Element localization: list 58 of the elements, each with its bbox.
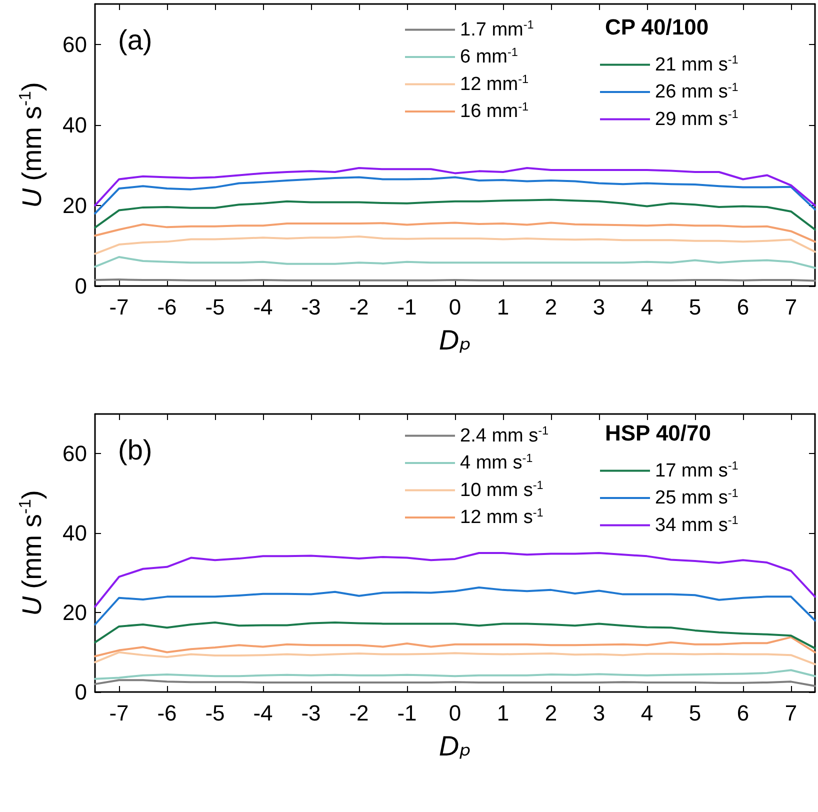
x-tick-label: -3 — [301, 700, 321, 726]
y-tick-label: 0 — [74, 680, 87, 704]
x-tick-label: -3 — [301, 294, 321, 320]
x-tick-label: 2 — [544, 700, 558, 726]
x-tick-label: 1 — [496, 700, 510, 726]
line-series — [94, 235, 816, 255]
line-series — [94, 586, 816, 626]
x-tick-label: -6 — [157, 294, 177, 320]
legend-title: CP 40/100 — [605, 14, 709, 40]
x-tick-label: 4 — [640, 294, 654, 320]
x-tick-label: 6 — [736, 700, 750, 726]
legend-title: HSP 40/70 — [605, 420, 712, 446]
y-tick-label: 60 — [62, 32, 87, 57]
x-tick-label: 4 — [640, 700, 654, 726]
line-series — [94, 622, 816, 650]
x-tick-label: -7 — [109, 294, 129, 320]
x-tick-label: 5 — [688, 294, 702, 320]
annotation: (b) — [118, 434, 152, 466]
line-series — [94, 198, 816, 231]
x-tick-label: 7 — [784, 700, 798, 726]
x-tick-label: -1 — [397, 294, 417, 320]
x-tick-label: -5 — [205, 700, 225, 726]
y-tick-label: 20 — [62, 192, 87, 218]
line-series — [94, 651, 816, 666]
annotation: (a) — [118, 24, 152, 56]
x-tick-label: -2 — [349, 294, 369, 320]
line-series — [94, 552, 816, 608]
y-tick-label: 60 — [62, 441, 87, 466]
y-tick-label: 40 — [62, 520, 87, 546]
y-tick-label: 0 — [74, 274, 87, 298]
x-tick-label: 0 — [448, 294, 462, 320]
y-tick-label: 40 — [62, 112, 87, 138]
x-tick-label: -1 — [397, 700, 417, 726]
x-tick-label: 2 — [544, 294, 558, 320]
x-tick-label: -4 — [253, 294, 273, 320]
x-tick-label: 1 — [496, 294, 510, 320]
line-series — [94, 222, 816, 243]
line-series — [94, 176, 816, 214]
line-series — [94, 256, 816, 269]
line-series — [94, 636, 816, 658]
x-tick-label: 3 — [592, 700, 606, 726]
x-tick-label: -7 — [109, 700, 129, 726]
line-series — [94, 669, 816, 680]
x-tick-label: 0 — [448, 700, 462, 726]
y-axis-title: U (mm s-1) — [16, 490, 47, 616]
y-tick-label: 20 — [62, 600, 87, 626]
x-tick-label: -6 — [157, 700, 177, 726]
x-axis-title: Dₚ — [438, 730, 472, 762]
x-tick-label: -2 — [349, 700, 369, 726]
x-tick-label: 5 — [688, 700, 702, 726]
x-tick-label: -4 — [253, 700, 273, 726]
x-axis-title: Dₚ — [438, 324, 472, 356]
x-tick-label: 6 — [736, 294, 750, 320]
x-tick-label: 3 — [592, 294, 606, 320]
x-tick-label: -5 — [205, 294, 225, 320]
y-axis-title: U (mm s-1) — [16, 82, 47, 208]
line-series — [94, 166, 816, 206]
x-tick-label: 7 — [784, 294, 798, 320]
